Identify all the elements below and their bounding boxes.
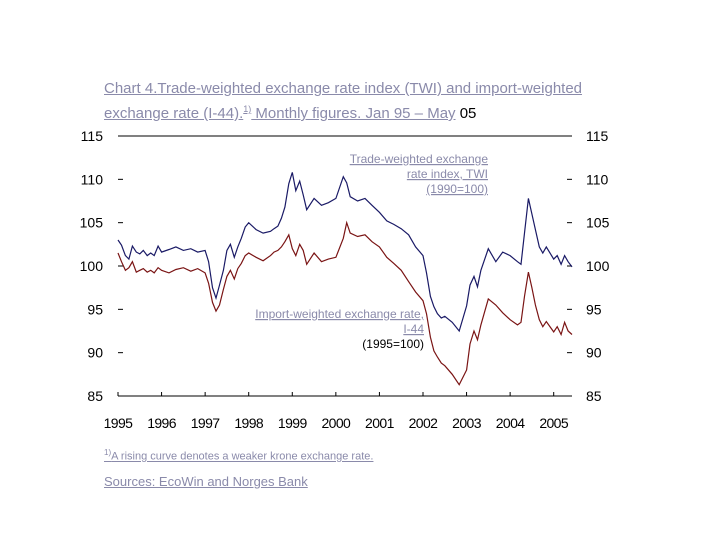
y-tick-label-left-4: 105 (80, 215, 104, 231)
footnote: 1)A rising curve denotes a weaker krone … (104, 448, 373, 463)
annotation-twi-line-0: Trade-weighted exchange (350, 152, 489, 166)
x-tick-label-0: 1995 (104, 415, 134, 431)
chart-title-prefix: Chart 4. (104, 80, 158, 97)
series-line-twi (117, 172, 573, 333)
annotation-i44-line-1: I-44 (403, 322, 424, 336)
y-tick-label-left-2: 95 (87, 301, 103, 317)
y-tick-label-left-3: 100 (80, 258, 104, 274)
chart-ticks: 85 85 90 90 95 95 100 100 105 105 110 110 115 115 1995… (80, 128, 610, 431)
y-tick-label-left-1: 90 (87, 345, 103, 361)
x-tick-label-9: 2004 (496, 415, 526, 431)
x-tick-label-3: 1998 (234, 415, 264, 431)
chart-title-main: Trade-weighted exchange rate index (TWI)… (104, 80, 583, 122)
x-tick-label-2: 1997 (191, 415, 221, 431)
series-line-i-44 (117, 220, 573, 386)
y-tick-label-right-2: 95 (586, 301, 602, 317)
chart-title-tail: 05 (455, 105, 477, 122)
y-tick-label-left-6: 115 (81, 128, 104, 144)
y-tick-label-left-5: 110 (81, 171, 104, 187)
y-tick-label-right-0: 85 (586, 388, 602, 404)
footnote-ref: 1) (104, 448, 112, 457)
x-tick-label-7: 2002 (409, 415, 439, 431)
chart-title: Chart 4.Trade-weighted exchange rate ind… (104, 78, 644, 124)
sources: Sources: EcoWin and Norges Bank (104, 474, 308, 489)
x-tick-label-10: 2005 (539, 415, 569, 431)
y-tick-label-right-6: 115 (586, 128, 609, 144)
x-tick-label-8: 2003 (452, 415, 482, 431)
y-tick-label-right-3: 100 (586, 258, 610, 274)
footnote-text: A rising curve denotes a weaker krone ex… (111, 450, 374, 463)
x-tick-label-6: 2001 (365, 415, 395, 431)
chart-title-suffix: Monthly figures. Jan 95 – May (251, 105, 456, 122)
y-tick-label-right-1: 90 (586, 345, 602, 361)
annotation-twi-line-2: (1990=100) (426, 182, 488, 196)
annotation-i44-line-2: (1995=100) (362, 337, 424, 351)
annotation-i44-line-0: Import-weighted exchange rate, (255, 307, 424, 321)
y-tick-label-left-0: 85 (87, 388, 103, 404)
y-tick-label-right-5: 110 (586, 171, 609, 187)
chart-title-footnote-ref: 1) (243, 104, 252, 114)
x-tick-label-1: 1996 (147, 415, 177, 431)
x-tick-label-5: 2000 (321, 415, 351, 431)
y-tick-label-right-4: 105 (586, 215, 610, 231)
chart-axes (118, 135, 572, 397)
annotation-twi-line-1: rate index, TWI (407, 167, 488, 181)
x-tick-label-4: 1999 (278, 415, 308, 431)
chart-series (117, 172, 573, 386)
